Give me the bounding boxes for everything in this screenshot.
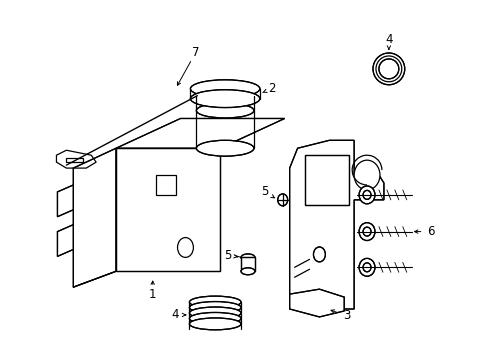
Text: 4: 4	[385, 33, 392, 46]
Polygon shape	[57, 185, 73, 217]
Text: 6: 6	[426, 225, 433, 238]
Ellipse shape	[313, 247, 325, 262]
Ellipse shape	[358, 223, 374, 240]
Ellipse shape	[196, 103, 253, 118]
Polygon shape	[73, 148, 116, 287]
Polygon shape	[116, 118, 284, 148]
Text: 5: 5	[261, 185, 268, 198]
Polygon shape	[241, 257, 254, 271]
Text: 5: 5	[224, 249, 231, 262]
Ellipse shape	[189, 307, 241, 319]
Ellipse shape	[189, 302, 241, 314]
Polygon shape	[57, 225, 73, 256]
Ellipse shape	[358, 186, 374, 204]
Polygon shape	[289, 289, 344, 317]
Ellipse shape	[353, 160, 379, 190]
Ellipse shape	[362, 190, 370, 199]
Ellipse shape	[189, 296, 241, 308]
Ellipse shape	[241, 254, 254, 261]
Ellipse shape	[190, 80, 259, 98]
Ellipse shape	[277, 194, 287, 206]
Text: 1: 1	[149, 288, 156, 301]
Ellipse shape	[196, 140, 253, 156]
Ellipse shape	[378, 59, 398, 79]
Ellipse shape	[241, 268, 254, 275]
Ellipse shape	[362, 227, 370, 236]
Ellipse shape	[358, 258, 374, 276]
Polygon shape	[289, 140, 383, 309]
Ellipse shape	[196, 88, 253, 103]
Polygon shape	[116, 148, 220, 271]
Text: 4: 4	[171, 309, 179, 321]
Text: 7: 7	[191, 46, 199, 59]
Ellipse shape	[190, 90, 259, 108]
Text: 2: 2	[267, 82, 275, 95]
Ellipse shape	[189, 318, 241, 330]
Text: 3: 3	[343, 310, 350, 323]
Ellipse shape	[189, 312, 241, 324]
Ellipse shape	[372, 53, 404, 85]
Ellipse shape	[362, 263, 370, 272]
Polygon shape	[304, 155, 348, 205]
